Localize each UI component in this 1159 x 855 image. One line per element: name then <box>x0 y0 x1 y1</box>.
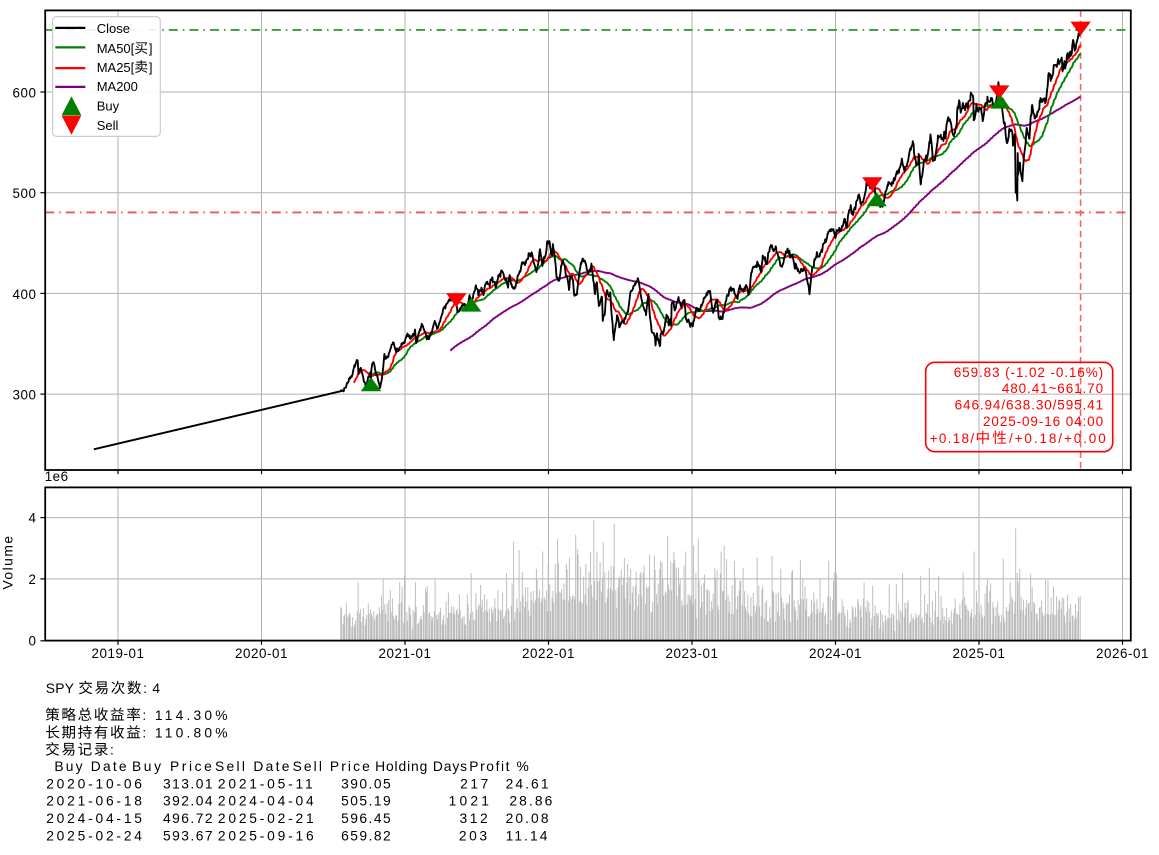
svg-text:Sell: Sell <box>97 118 119 133</box>
svg-text:/+0.18/+0.00: /+0.18/+0.00 <box>1009 431 1108 446</box>
svg-text:300: 300 <box>13 388 37 403</box>
svg-text:2019-01: 2019-01 <box>92 646 145 661</box>
svg-text:]: ] <box>149 41 153 56</box>
svg-text:110.80%: 110.80% <box>155 726 231 741</box>
svg-text:600: 600 <box>13 85 37 100</box>
svg-text:400: 400 <box>13 287 37 302</box>
svg-text:2020-10-06: 2020-10-06 <box>46 776 145 791</box>
svg-text:2025-01: 2025-01 <box>953 646 1006 661</box>
svg-text::: : <box>142 726 146 741</box>
svg-text:114.30%: 114.30% <box>155 708 231 723</box>
svg-text:2025-02-24: 2025-02-24 <box>46 828 145 843</box>
svg-text:Volume: Volume <box>1 534 16 589</box>
svg-text:1e6: 1e6 <box>45 469 69 484</box>
svg-text:MA25[: MA25[ <box>97 60 135 75</box>
svg-text:SPY: SPY <box>46 681 75 696</box>
svg-text:4: 4 <box>29 511 37 526</box>
svg-text:500: 500 <box>13 186 37 201</box>
svg-text:392.04: 392.04 <box>163 794 214 809</box>
svg-text:2024-04-04: 2024-04-04 <box>218 794 317 809</box>
svg-text:2024-01: 2024-01 <box>809 646 862 661</box>
svg-text:20.08: 20.08 <box>506 811 551 826</box>
svg-text:2022-01: 2022-01 <box>522 646 575 661</box>
svg-text::: : <box>142 708 146 723</box>
svg-text:2025-02-21: 2025-02-21 <box>218 811 317 826</box>
svg-text:659.83 (-1.02 -0.16%): 659.83 (-1.02 -0.16%) <box>954 365 1104 380</box>
svg-text:217: 217 <box>460 776 491 791</box>
svg-text:203: 203 <box>459 828 490 843</box>
svg-text:2025-09-16 04:00: 2025-09-16 04:00 <box>983 414 1104 429</box>
svg-text:24.61: 24.61 <box>506 776 551 791</box>
svg-text:480.41~661.70: 480.41~661.70 <box>1002 381 1104 396</box>
svg-text:496.72: 496.72 <box>163 811 214 826</box>
svg-text:593.67: 593.67 <box>163 828 214 843</box>
svg-text:Buy Price: Buy Price <box>132 759 214 774</box>
svg-text:Sell Price: Sell Price <box>293 759 372 774</box>
svg-text:312: 312 <box>459 811 490 826</box>
svg-text:MA50[: MA50[ <box>97 41 135 56</box>
svg-text:2025-09-16: 2025-09-16 <box>218 828 317 843</box>
svg-text:2021-05-11: 2021-05-11 <box>218 776 316 791</box>
svg-text:Close: Close <box>97 21 130 36</box>
svg-text:Buy: Buy <box>97 98 120 113</box>
svg-text:390.05: 390.05 <box>341 776 392 791</box>
svg-text:Buy Date: Buy Date <box>54 759 128 774</box>
svg-text::: : <box>110 743 114 758</box>
svg-text:0: 0 <box>29 634 37 649</box>
svg-text:2: 2 <box>29 572 37 587</box>
svg-text:659.82: 659.82 <box>341 828 392 843</box>
svg-text:2023-01: 2023-01 <box>666 646 719 661</box>
svg-text:MA200: MA200 <box>97 79 138 94</box>
svg-text:646.94/638.30/595.41: 646.94/638.30/595.41 <box>955 398 1104 413</box>
svg-text:2021-06-18: 2021-06-18 <box>46 794 145 809</box>
svg-text:313.01: 313.01 <box>163 776 214 791</box>
svg-text:505.19: 505.19 <box>341 794 392 809</box>
svg-text:Sell Date: Sell Date <box>215 759 292 774</box>
svg-text:2021-01: 2021-01 <box>379 646 432 661</box>
svg-text:]: ] <box>149 60 153 75</box>
svg-text:Holding Days: Holding Days <box>375 759 468 774</box>
svg-text:11.14: 11.14 <box>506 828 550 843</box>
svg-text:2020-01: 2020-01 <box>235 646 288 661</box>
svg-text:: 4: : 4 <box>143 681 161 696</box>
svg-text:596.45: 596.45 <box>341 811 392 826</box>
svg-text:28.86: 28.86 <box>509 794 554 809</box>
svg-text:+0.18/: +0.18/ <box>930 431 976 446</box>
svg-text:2026-01: 2026-01 <box>1096 646 1149 661</box>
svg-text:Profit %: Profit % <box>469 759 530 774</box>
svg-text:1021: 1021 <box>449 794 493 809</box>
svg-text:2024-04-15: 2024-04-15 <box>46 811 145 826</box>
